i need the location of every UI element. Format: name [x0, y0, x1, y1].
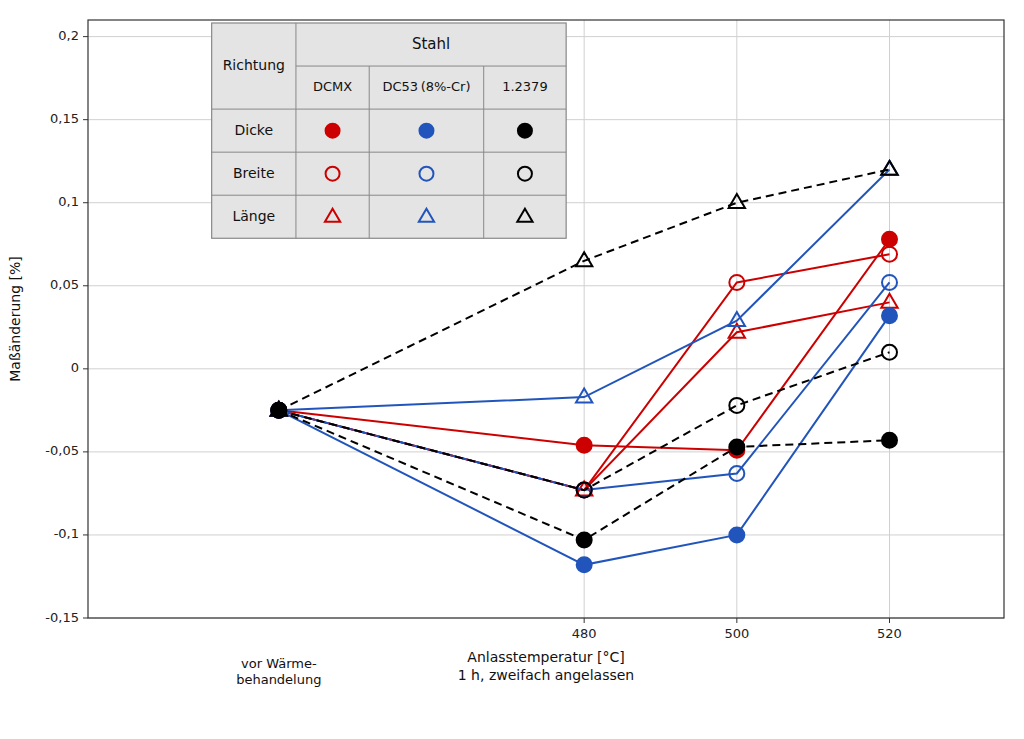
legend-marker [326, 167, 340, 181]
data-point [729, 439, 744, 454]
legend-row-label: Breite [233, 165, 275, 181]
annotation: vor Wärme-behandelung [236, 656, 321, 687]
legend-marker [419, 124, 433, 138]
data-point [881, 161, 897, 175]
series [271, 403, 897, 548]
tick-mark [83, 618, 88, 619]
grid-line [584, 20, 585, 618]
data-point [881, 294, 897, 308]
data-point [729, 527, 744, 542]
series [271, 247, 897, 498]
data-point [882, 232, 897, 247]
y-tick-label: -0,1 [54, 526, 79, 541]
series-line [279, 254, 890, 490]
legend-box [212, 23, 566, 238]
data-point [729, 466, 744, 481]
grid [88, 20, 1004, 618]
tick-mark [83, 202, 88, 203]
legend-rule [212, 152, 566, 153]
y-tick-label: 0 [71, 360, 79, 375]
tick-mark [83, 534, 88, 535]
y-tick-label: -0,15 [45, 610, 79, 625]
data-point [576, 388, 592, 402]
series-line [279, 410, 890, 540]
tick-mark [83, 119, 88, 120]
legend-row-label: Länge [232, 208, 275, 224]
legend: Stahl Richtung DCMX DC53 (8%-Cr) 1.2379 Dicke… [212, 23, 566, 238]
tick-mark [83, 36, 88, 37]
series [271, 275, 897, 498]
tick-mark [83, 285, 88, 286]
data-point [882, 433, 897, 448]
tick-mark [83, 368, 88, 369]
tick-mark [889, 618, 890, 623]
legend-header: Richtung [223, 57, 285, 73]
chart: -0,15 -0,1 -0,05 0 0,05 0,1 0,15 0,2 480 500 520 An… [0, 0, 1024, 739]
x-tick-label: 480 [572, 626, 597, 641]
legend-rule [295, 23, 296, 238]
data-point [577, 557, 592, 572]
y-axis-label: Maßänderung [%] [7, 256, 23, 382]
legend-column-label: DCMX [313, 79, 352, 94]
legend-marker [518, 167, 532, 181]
data-point [577, 438, 592, 453]
grid-line [88, 534, 1004, 535]
series-line [279, 282, 890, 490]
plot-frame [88, 20, 1004, 618]
tick-mark [584, 618, 585, 623]
x-tick-label: 520 [877, 626, 902, 641]
series-line [279, 316, 890, 565]
y-tick-label: 0,15 [50, 111, 79, 126]
data-point [882, 247, 897, 262]
y-tick-label: 0,1 [58, 194, 79, 209]
legend-rule [212, 109, 566, 110]
tick-mark [736, 618, 737, 623]
legend-column-label: 1.2379 [502, 79, 548, 94]
tick-mark [83, 451, 88, 452]
grid-line [88, 285, 1004, 286]
y-tick-label: 0,05 [50, 277, 79, 292]
data-point [729, 312, 745, 326]
legend-marker [419, 209, 434, 222]
data-point [882, 275, 897, 290]
series [271, 294, 898, 496]
y-tick-label: 0,2 [58, 28, 79, 43]
data-point [729, 194, 745, 208]
x-tick-label: 500 [724, 626, 749, 641]
grid-line [88, 451, 1004, 452]
data-point [577, 532, 592, 547]
legend-rule [296, 66, 566, 67]
grid-line [88, 368, 1004, 369]
legend-rule [212, 195, 566, 196]
data-point [577, 483, 592, 498]
legend-column-label: DC53 (8%-Cr) [382, 79, 470, 94]
x-axis-label: Anlasstemperatur [°C]1 h, zweifach angel… [458, 649, 634, 683]
series-line [279, 352, 890, 490]
legend-marker [325, 209, 340, 222]
data-point [882, 345, 897, 360]
data-point [729, 275, 744, 290]
legend-marker [419, 167, 433, 181]
y-tick-label: -0,05 [45, 443, 79, 458]
legend-row-label: Dicke [234, 122, 273, 138]
series [271, 308, 897, 572]
background [0, 0, 1024, 739]
legend-marker [518, 124, 532, 138]
data-point [881, 161, 897, 175]
legend-marker [517, 209, 532, 222]
data-point [576, 252, 592, 266]
legend-header: Stahl [412, 35, 450, 53]
data-point [729, 398, 744, 413]
series [271, 232, 897, 458]
data-point [882, 308, 897, 323]
data-point [271, 402, 287, 416]
legend-marker [326, 124, 340, 138]
